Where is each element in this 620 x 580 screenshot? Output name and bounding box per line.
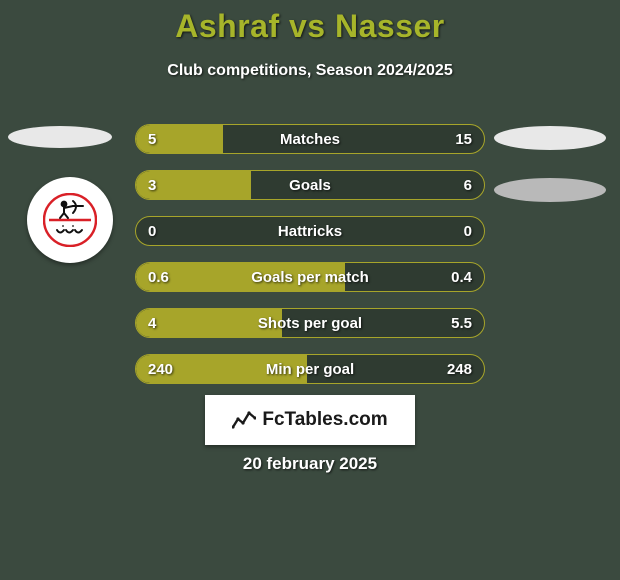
comparison-infographic: Ashraf vs Nasser Club competitions, Seas…: [0, 0, 620, 580]
stat-row: 45.5Shots per goal: [135, 308, 485, 338]
stats-bars: 515Matches 36Goals 00Hattricks 0.60.4Goals …: [135, 124, 485, 400]
stat-row: 515Matches: [135, 124, 485, 154]
stat-row: 0.60.4Goals per match: [135, 262, 485, 292]
player-left-placeholder: [8, 126, 112, 148]
stat-label: Shots per goal: [136, 309, 484, 337]
club-badge-left: [27, 177, 113, 263]
stat-label: Min per goal: [136, 355, 484, 383]
club-logo-icon: [43, 193, 97, 247]
stat-row: 00Hattricks: [135, 216, 485, 246]
stat-row: 240248Min per goal: [135, 354, 485, 384]
stat-label: Hattricks: [136, 217, 484, 245]
stat-label: Matches: [136, 125, 484, 153]
date-text: 20 february 2025: [0, 454, 620, 474]
stat-label: Goals: [136, 171, 484, 199]
player-right-placeholder-2: [494, 178, 606, 202]
page-title: Ashraf vs Nasser: [0, 8, 620, 45]
subtitle: Club competitions, Season 2024/2025: [0, 62, 620, 80]
brand-badge[interactable]: FcTables.com: [205, 395, 415, 445]
brand-logo-icon: [232, 409, 256, 431]
stat-label: Goals per match: [136, 263, 484, 291]
brand-text: FcTables.com: [262, 409, 387, 431]
player-right-placeholder-1: [494, 126, 606, 150]
stat-row: 36Goals: [135, 170, 485, 200]
